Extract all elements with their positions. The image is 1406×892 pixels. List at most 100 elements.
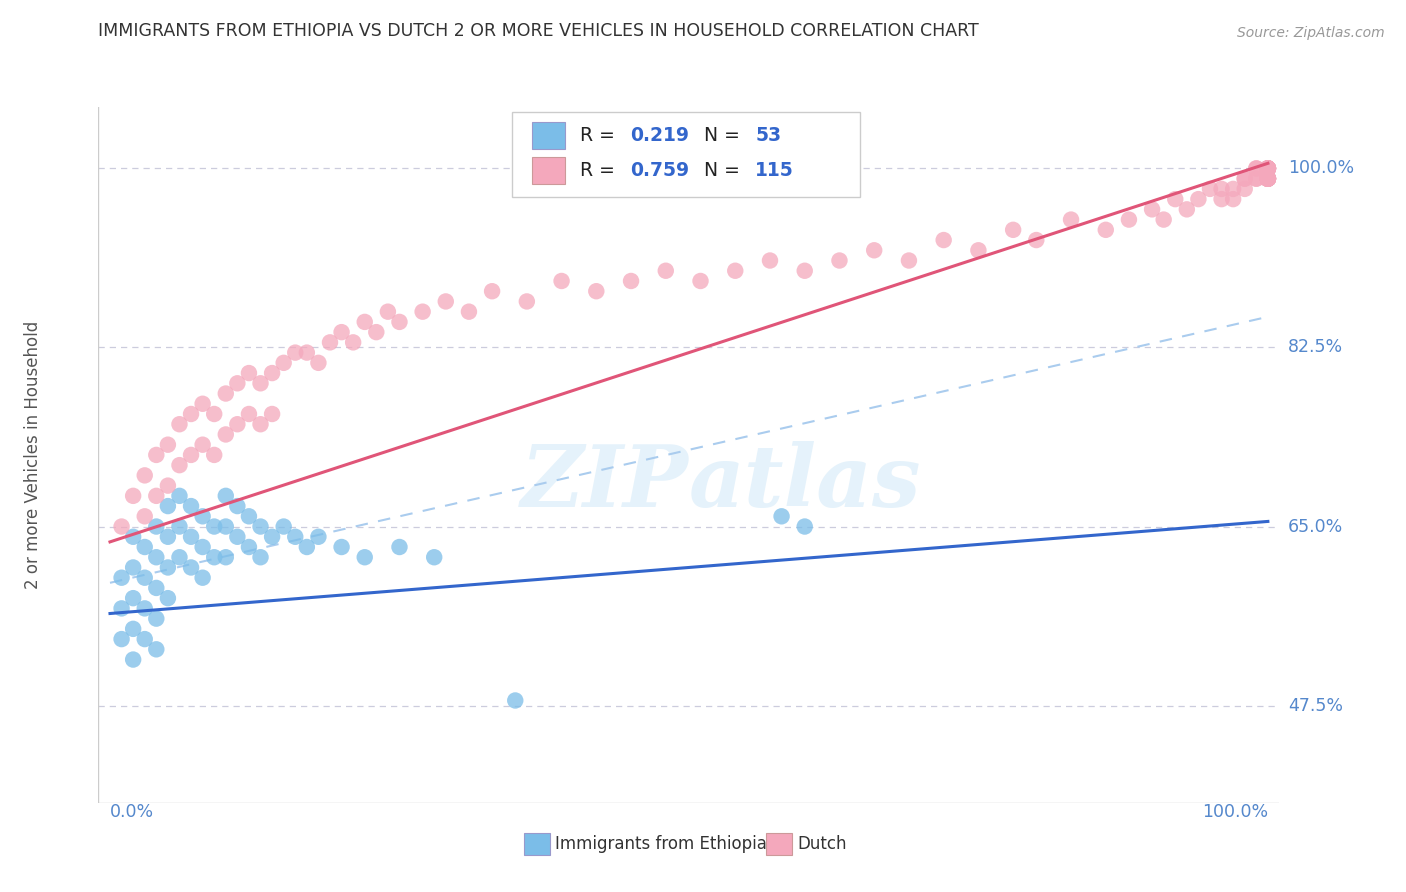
Point	[249, 550, 271, 565]
Point	[134, 571, 156, 585]
Point	[1257, 171, 1279, 186]
Point	[423, 550, 446, 565]
Point	[134, 540, 156, 554]
Point	[932, 233, 955, 247]
Point	[145, 448, 167, 462]
Point	[1257, 171, 1279, 186]
Point	[238, 509, 260, 524]
Point	[1094, 223, 1116, 237]
Point	[1257, 171, 1279, 186]
Point	[134, 468, 156, 483]
Point	[249, 417, 271, 432]
Point	[226, 499, 249, 513]
Point	[191, 509, 214, 524]
Point	[110, 571, 132, 585]
Point	[122, 622, 145, 636]
Point	[1257, 161, 1279, 176]
Point	[110, 519, 132, 533]
Point	[770, 509, 793, 524]
Point	[262, 407, 284, 421]
Point	[412, 304, 434, 318]
Point	[180, 499, 202, 513]
Point	[284, 530, 307, 544]
Text: 115: 115	[755, 161, 794, 180]
Point	[156, 591, 179, 606]
Point	[1257, 171, 1279, 186]
Point	[249, 376, 271, 391]
Point	[1257, 171, 1279, 186]
Point	[377, 304, 399, 318]
Point	[1246, 161, 1268, 176]
Point	[284, 345, 307, 359]
Point	[366, 325, 388, 339]
Point	[295, 540, 318, 554]
Point	[145, 489, 167, 503]
Bar	[523, 833, 550, 855]
Point	[481, 284, 503, 298]
Point	[1257, 171, 1279, 186]
Point	[307, 530, 329, 544]
Point	[1257, 171, 1279, 186]
Point	[191, 397, 214, 411]
Point	[1153, 212, 1175, 227]
Point	[1060, 212, 1083, 227]
Point	[169, 489, 191, 503]
Point	[180, 448, 202, 462]
Point	[249, 519, 271, 533]
Point	[1257, 161, 1279, 176]
Point	[1257, 171, 1279, 186]
Point	[1257, 171, 1279, 186]
Point	[1257, 171, 1279, 186]
Point	[238, 366, 260, 380]
Point	[353, 550, 375, 565]
Point	[1257, 161, 1279, 176]
Point	[620, 274, 643, 288]
Point	[145, 642, 167, 657]
FancyBboxPatch shape	[512, 112, 860, 197]
Point	[180, 407, 202, 421]
Point	[1257, 171, 1279, 186]
Point	[655, 264, 678, 278]
Point	[434, 294, 457, 309]
Point	[202, 407, 225, 421]
Point	[1257, 161, 1279, 176]
Point	[1175, 202, 1198, 217]
Text: N =: N =	[704, 126, 747, 145]
Point	[1002, 223, 1025, 237]
Point	[122, 560, 145, 574]
Point	[262, 530, 284, 544]
Point	[215, 386, 238, 401]
Point	[1257, 161, 1279, 176]
Point	[191, 438, 214, 452]
Point	[388, 315, 411, 329]
Point	[458, 304, 481, 318]
Point	[330, 540, 353, 554]
Point	[353, 315, 375, 329]
Point	[1233, 171, 1256, 186]
Point	[342, 335, 364, 350]
Point	[793, 519, 815, 533]
Point	[793, 264, 815, 278]
Point	[1164, 192, 1187, 206]
Point	[1257, 171, 1279, 186]
Point	[156, 560, 179, 574]
Point	[156, 499, 179, 513]
Point	[226, 376, 249, 391]
Point	[215, 550, 238, 565]
Point	[169, 458, 191, 472]
Point	[319, 335, 342, 350]
Point	[1246, 171, 1268, 186]
Point	[1257, 171, 1279, 186]
Text: IMMIGRANTS FROM ETHIOPIA VS DUTCH 2 OR MORE VEHICLES IN HOUSEHOLD CORRELATION CH: IMMIGRANTS FROM ETHIOPIA VS DUTCH 2 OR M…	[98, 22, 979, 40]
Point	[1025, 233, 1047, 247]
Point	[134, 509, 156, 524]
Bar	[531, 122, 565, 149]
Point	[388, 540, 411, 554]
Point	[122, 489, 145, 503]
Point	[1187, 192, 1209, 206]
Point	[1257, 171, 1279, 186]
Point	[1257, 161, 1279, 176]
Point	[273, 519, 295, 533]
Point	[1246, 171, 1268, 186]
Point	[1257, 171, 1279, 186]
